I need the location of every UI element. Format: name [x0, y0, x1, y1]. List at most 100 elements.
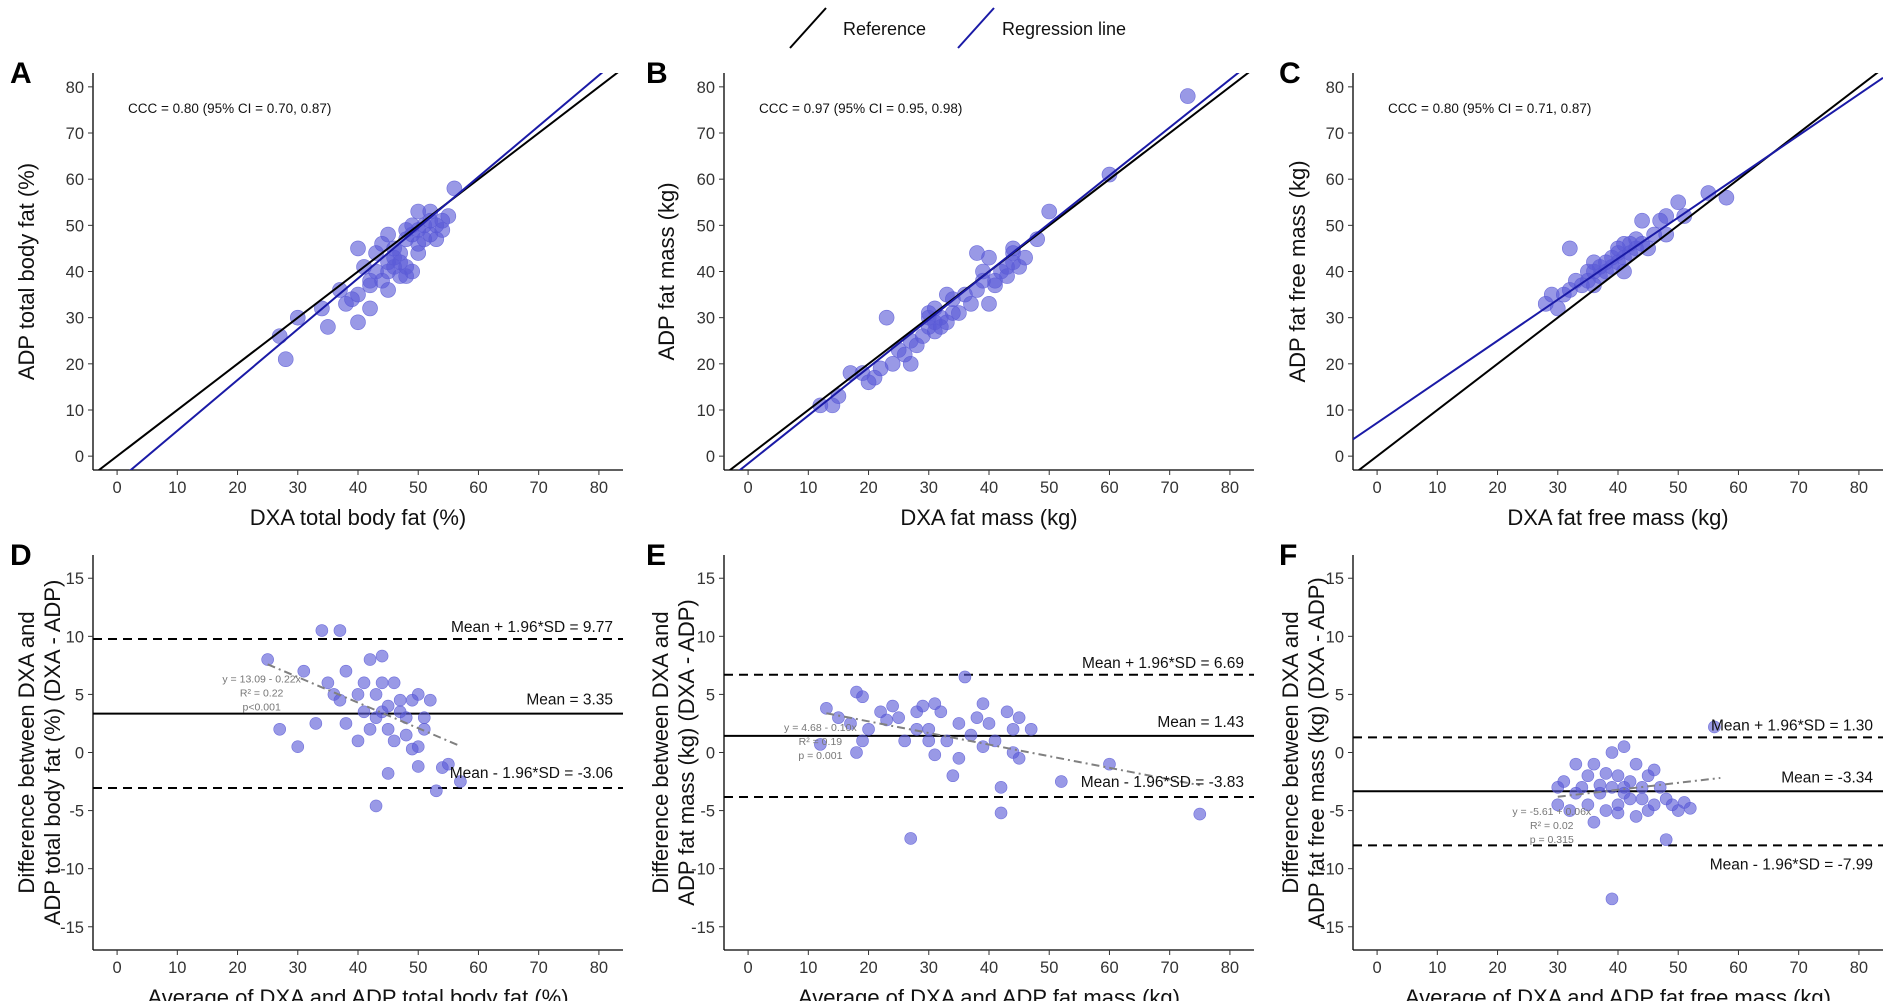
- data-point: [411, 760, 425, 773]
- mean-label: Mean = 3.35: [526, 692, 613, 709]
- data-point: [321, 676, 335, 690]
- x-tick-label: 80: [1221, 479, 1239, 497]
- x-tick-label: 0: [112, 479, 121, 497]
- y-tick-label: -5: [700, 803, 715, 821]
- y-tick-label: 80: [1326, 79, 1344, 97]
- y-tick-label: 60: [697, 171, 715, 189]
- panel-letter-f: F: [1279, 539, 1297, 572]
- ccc-annotation: CCC = 0.80 (95% CI = 0.70, 0.87): [128, 101, 331, 116]
- y-tick-label: 40: [66, 264, 84, 282]
- x-tick-label: 50: [409, 479, 427, 497]
- y-tick-label: -10: [60, 861, 84, 879]
- plot-area: [93, 624, 623, 813]
- y-tick-label: 15: [697, 570, 715, 588]
- panel-e: 0 10 20 30 40 50 60 70 80 -15 -10 -5 0 5 10 15 E Average …: [646, 539, 1254, 1001]
- x-tick-label: 50: [1040, 479, 1058, 497]
- data-point: [884, 356, 901, 372]
- y-axis-title: ADP fat free mass (kg): [1285, 160, 1310, 382]
- data-point: [1017, 249, 1033, 266]
- data-point: [928, 748, 942, 762]
- y-tick-label: 60: [1326, 171, 1344, 189]
- y-tick-label: -5: [1329, 803, 1344, 821]
- data-point: [404, 263, 421, 280]
- x-tick-label: 50: [1040, 959, 1058, 977]
- x-axis-title: DXA fat free mass (kg): [1507, 505, 1728, 530]
- data-point: [1611, 806, 1625, 820]
- y-tick-label: -15: [691, 919, 715, 937]
- data-point: [442, 757, 455, 771]
- data-point: [922, 734, 936, 748]
- panel-letter-d: D: [10, 539, 32, 572]
- data-point: [411, 688, 425, 701]
- data-point: [994, 781, 1008, 794]
- upper-loa-label: Mean + 1.96*SD = 9.77: [451, 619, 613, 636]
- data-point: [423, 693, 437, 707]
- x-tick-label: 60: [1729, 959, 1747, 977]
- y-tick-label: 30: [697, 310, 715, 328]
- y-tick-label: -5: [69, 803, 84, 821]
- data-point: [898, 734, 911, 748]
- y-tick-label: 10: [697, 402, 715, 420]
- plot-area: [724, 670, 1254, 845]
- data-point: [1563, 804, 1577, 817]
- y-axis-title-line2: ADP fat mass (kg) (DXA - ADP): [674, 599, 699, 905]
- x-axis-title: Average of DXA and ADP total body fat (%…: [147, 985, 568, 1001]
- x-tick-label: 0: [1372, 479, 1381, 497]
- data-point: [380, 282, 396, 298]
- y-tick-label: 15: [1326, 570, 1344, 588]
- data-point: [958, 670, 972, 684]
- x-tick-label: 0: [743, 959, 752, 977]
- data-point: [904, 832, 918, 845]
- x-tick-label: 20: [228, 959, 246, 977]
- y-tick-label: 20: [697, 356, 715, 374]
- regression-line: [738, 73, 1240, 470]
- y-tick-label: 5: [706, 686, 715, 704]
- panel-b: 0 10 20 30 40 50 60 70 80 0 10 20 30 40 50 60 70 80 B DXA f…: [646, 57, 1254, 530]
- data-point: [1670, 194, 1687, 211]
- panel-letter-a: A: [10, 57, 32, 90]
- data-point: [1599, 767, 1613, 780]
- mean-label: Mean = -3.34: [1781, 769, 1873, 786]
- lower-loa-label: Mean - 1.96*SD = -3.83: [1081, 774, 1244, 791]
- y-axis-title: Difference between DXA andADP total body…: [14, 580, 65, 926]
- data-point: [315, 624, 329, 637]
- data-point: [392, 245, 408, 261]
- plot-area: [728, 73, 1250, 470]
- y-axis-title-line1: Difference between DXA and: [648, 611, 673, 893]
- data-point: [333, 624, 347, 637]
- y-tick-label: 50: [1326, 217, 1344, 235]
- trend-equation: y = 13.09 - 0.22x: [222, 673, 301, 685]
- data-point: [963, 296, 979, 312]
- data-point: [880, 713, 893, 727]
- data-point: [988, 734, 1002, 748]
- y-tick-label: 20: [1326, 356, 1344, 374]
- data-point: [1551, 798, 1565, 812]
- data-point: [1569, 757, 1583, 771]
- x-tick-label: 80: [590, 959, 608, 977]
- data-point: [1587, 757, 1601, 771]
- y-tick-label: 0: [1335, 448, 1344, 466]
- y-tick-label: 0: [1335, 745, 1344, 763]
- y-tick-label: -10: [1320, 861, 1344, 879]
- trend-line: [267, 663, 461, 748]
- data-point: [1659, 833, 1673, 846]
- data-point: [1623, 775, 1637, 788]
- y-tick-label: 0: [706, 448, 715, 466]
- y-tick-label: 10: [66, 628, 84, 646]
- plot-area: [97, 73, 619, 470]
- ccc-annotation: CCC = 0.97 (95% CI = 0.95, 0.98): [759, 101, 962, 116]
- panel-a: 0 10 20 30 40 50 60 70 80 0 10 20 30 40 50 60 70 80 A DXA t…: [10, 57, 623, 530]
- x-tick-label: 10: [168, 479, 186, 497]
- data-point: [1658, 208, 1674, 224]
- data-point: [1605, 892, 1619, 906]
- trend-p-value: p = 0.315: [1530, 834, 1574, 846]
- data-point: [381, 722, 395, 736]
- data-point: [350, 240, 366, 257]
- x-tick-label: 80: [590, 479, 608, 497]
- data-point: [393, 693, 407, 707]
- x-tick-label: 70: [1161, 479, 1179, 497]
- y-axis-title: Difference between DXA andADP fat free m…: [1278, 577, 1329, 927]
- x-tick-label: 50: [409, 959, 427, 977]
- data-point: [440, 208, 457, 224]
